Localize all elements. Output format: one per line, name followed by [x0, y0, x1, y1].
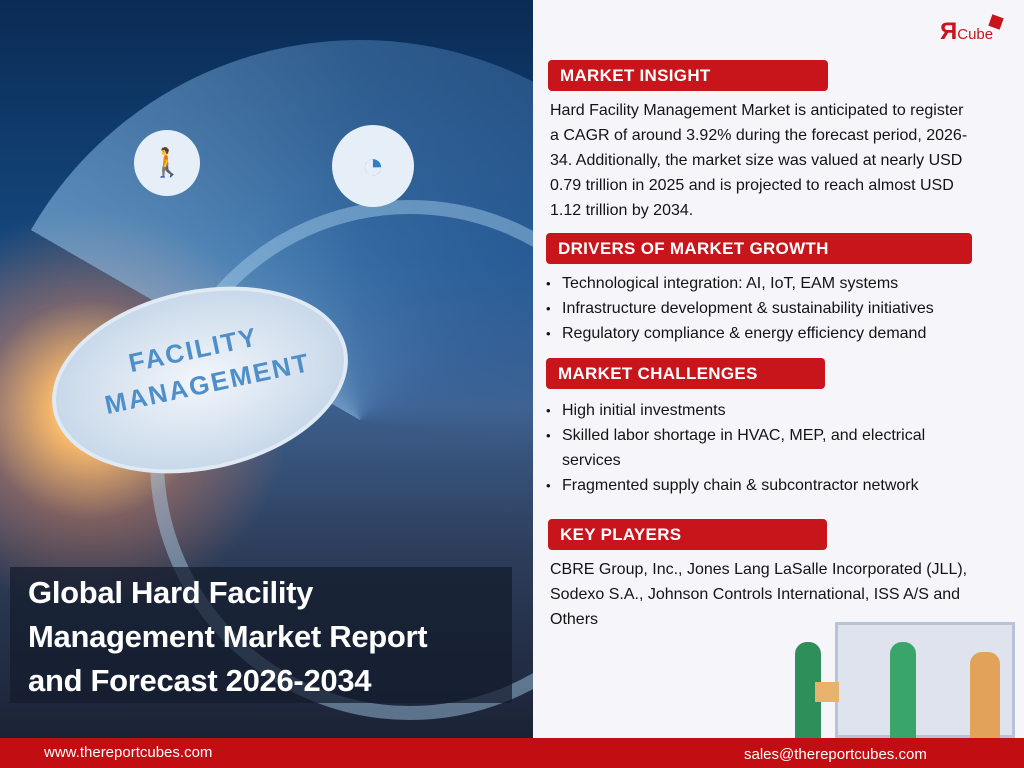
logo-r: Я: [940, 18, 958, 45]
list-item: Regulatory compliance & energy efficienc…: [546, 321, 934, 346]
box-icon: [815, 682, 839, 702]
logo-cube: Cube: [957, 26, 994, 43]
footer: www.thereportcubes.com sales@thereportcu…: [0, 738, 1024, 768]
market-insight-heading: MARKET INSIGHT: [548, 60, 828, 91]
list-item: High initial investments: [546, 398, 966, 423]
key-players-text: CBRE Group, Inc., Jones Lang LaSalle Inc…: [550, 557, 967, 632]
title-line: Global Hard Facility: [28, 575, 314, 610]
text-line: CBRE Group, Inc., Jones Lang LaSalle Inc…: [550, 561, 968, 578]
warehouse-illustration: [775, 622, 1024, 738]
market-insight-text: Hard Facility Management Market is antic…: [550, 98, 967, 223]
challenges-heading: MARKET CHALLENGES: [546, 358, 825, 389]
key-players-heading: KEY PLAYERS: [548, 519, 827, 550]
challenges-list: High initial investments Skilled labor s…: [546, 398, 966, 498]
text-line: Others: [550, 611, 599, 628]
worker-figure: [970, 652, 1000, 738]
text-line: Hard Facility Management Market is antic…: [550, 102, 964, 119]
list-item: Technological integration: AI, IoT, EAM …: [546, 271, 934, 296]
text-line: Sodexo S.A., Johnson Controls Internatio…: [550, 586, 961, 603]
title-line: and Forecast 2026-2034: [28, 663, 372, 698]
hero-image: 🚶 ◔ FACILITY MANAGEMENT Global Hard Faci…: [0, 0, 533, 738]
drivers-list: Technological integration: AI, IoT, EAM …: [546, 271, 934, 346]
list-item: Skilled labor shortage in HVAC, MEP, and…: [546, 423, 966, 473]
text-line: 0.79 trillion in 2025 and is projected t…: [550, 177, 954, 194]
list-item: Infrastructure development & sustainabil…: [546, 296, 934, 321]
person-icon: 🚶: [134, 130, 200, 196]
drivers-heading: DRIVERS OF MARKET GROWTH: [546, 233, 972, 264]
list-item: Fragmented supply chain & subcontractor …: [546, 473, 966, 498]
title-line: Management Market Report: [28, 619, 428, 654]
text-line: 1.12 trillion by 2034.: [550, 202, 694, 219]
email-link[interactable]: sales@thereportcubes.com: [744, 746, 927, 763]
report-title: Global Hard Facility Management Market R…: [10, 567, 512, 703]
text-line: 34. Additionally, the market size was va…: [550, 152, 963, 169]
website-link[interactable]: www.thereportcubes.com: [44, 744, 213, 761]
worker-figure: [890, 642, 916, 738]
logo: ЯCube: [940, 14, 1004, 46]
text-line: a CAGR of around 3.92% during the foreca…: [550, 127, 968, 144]
pie-chart-icon: ◔: [332, 125, 414, 207]
